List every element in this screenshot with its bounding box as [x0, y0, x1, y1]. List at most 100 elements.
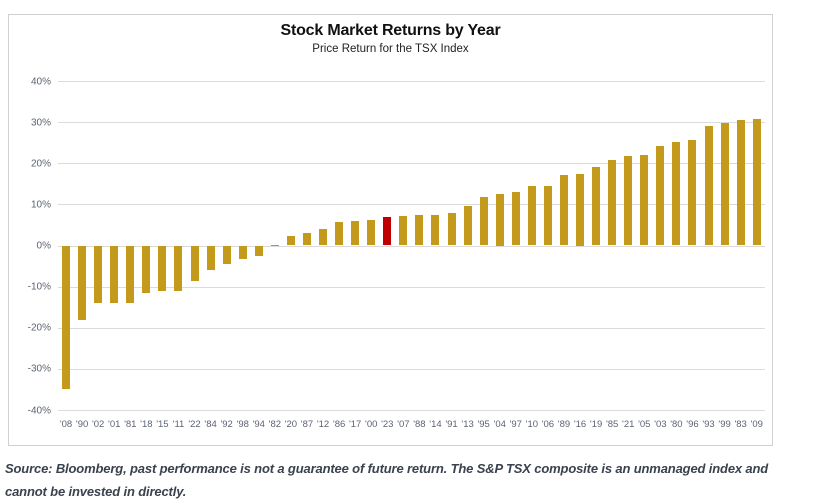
bar-'82 — [270, 244, 279, 246]
bar-'91 — [447, 213, 456, 246]
x-tick-label: '09 — [750, 419, 763, 430]
x-tick-label: '95 — [477, 419, 490, 430]
bar-slot — [90, 81, 106, 410]
y-tick-label: -20% — [27, 322, 51, 334]
y-tick-label: 10% — [30, 199, 51, 211]
bar-'10 — [527, 186, 536, 246]
bar-slot — [106, 81, 122, 410]
gridline-40% — [58, 81, 765, 82]
x-tick-label: '80 — [670, 419, 683, 430]
bar-slot — [235, 81, 251, 410]
chart-title: Stock Market Returns by Year — [280, 22, 501, 39]
x-tick-label: '02 — [91, 419, 105, 430]
bar-slot — [652, 81, 668, 410]
bar-'21 — [624, 156, 633, 246]
bar-slot — [444, 81, 460, 410]
x-axis-labels: '08'90'02'01'81'18'15'11'22'84'92'98'94 '… — [58, 419, 765, 430]
bar-slot — [138, 81, 154, 410]
bar-'92 — [222, 245, 231, 265]
x-tick-label: '83 — [734, 419, 747, 430]
x-tick-label: '92 — [220, 419, 233, 430]
bar-'19 — [592, 166, 601, 246]
bar-'04 — [495, 194, 504, 246]
bar-'08 — [62, 245, 71, 390]
bar-slot — [331, 81, 347, 410]
bar-slot — [251, 81, 267, 410]
bar-slot — [203, 81, 219, 410]
bar-'22 — [190, 245, 199, 282]
x-tick-label: '00 — [365, 419, 378, 430]
bar-'06 — [543, 185, 552, 246]
bar-'00 — [367, 220, 376, 246]
x-tick-label: '16 — [573, 419, 587, 430]
bar-slot — [620, 81, 636, 410]
bar-slot — [122, 81, 138, 410]
bar-slot — [749, 81, 765, 410]
y-tick-label: -10% — [27, 281, 51, 293]
bar-slot — [299, 81, 315, 410]
bar-slot — [187, 81, 203, 410]
x-tick-label: '10 — [525, 419, 539, 430]
x-tick-label: '89 — [557, 419, 571, 430]
bar-slot — [524, 81, 540, 410]
x-tick-label: '22 — [188, 419, 201, 430]
bar-'98 — [238, 245, 247, 259]
bar-'96 — [688, 139, 697, 246]
bar-series — [58, 81, 765, 410]
x-tick-label: '12 — [316, 419, 330, 430]
x-tick-label: '98 — [236, 419, 249, 430]
bar-'02 — [94, 245, 103, 304]
x-tick-label: '23 — [381, 419, 394, 430]
bar-slot — [508, 81, 524, 410]
x-tick-label: '81 — [124, 419, 137, 430]
bar-slot — [540, 81, 556, 410]
x-tick-label: '05 — [638, 419, 651, 430]
x-tick-label: '04 — [493, 419, 506, 430]
bar-slot — [492, 81, 508, 410]
x-tick-label: '11 — [172, 419, 185, 430]
x-tick-label: '97 — [509, 419, 522, 430]
x-tick-label: '85 — [605, 419, 619, 430]
bar-'18 — [142, 245, 151, 294]
bar-'97 — [511, 192, 520, 246]
x-tick-label: '20 — [284, 419, 298, 430]
bar-slot — [684, 81, 700, 410]
bar-slot — [154, 81, 170, 410]
bar-slot — [556, 81, 572, 410]
bar-'89 — [559, 175, 568, 246]
y-tick-label: 20% — [30, 158, 51, 170]
bar-'94 — [254, 245, 263, 256]
bar-slot — [717, 81, 733, 410]
bar-slot — [267, 81, 283, 410]
bar-slot — [170, 81, 186, 410]
y-tick-label: 40% — [30, 76, 51, 87]
bar-'90 — [78, 245, 87, 320]
bar-slot — [460, 81, 476, 410]
x-tick-label: '21 — [622, 419, 635, 430]
bar-slot — [588, 81, 604, 410]
bar-'12 — [319, 229, 328, 246]
gridline--40% — [58, 410, 765, 411]
bar-'81 — [126, 245, 135, 303]
bar-slot — [219, 81, 235, 410]
bar-'17 — [351, 220, 360, 246]
bar-slot — [395, 81, 411, 410]
bar-'99 — [720, 123, 729, 246]
bar-'23-highlighted — [383, 216, 392, 246]
bar-slot — [668, 81, 684, 410]
x-tick-label: '19 — [589, 419, 603, 430]
bar-'86 — [335, 222, 344, 246]
chart-card: Stock Market Returns by Year Price Retur… — [8, 14, 773, 446]
gridline--30% — [58, 368, 765, 370]
bar-'07 — [399, 215, 408, 246]
bar-'20 — [286, 236, 295, 246]
x-tick-label: '06 — [541, 419, 555, 430]
bar-'16 — [576, 173, 585, 246]
bar-'93 — [704, 126, 713, 246]
gridline-20% — [58, 163, 765, 165]
x-tick-label: '17 — [348, 419, 362, 430]
x-tick-label: '82 — [268, 419, 282, 430]
bar-slot — [363, 81, 379, 410]
gridline-0% — [58, 245, 765, 247]
y-tick-label: 30% — [30, 117, 51, 129]
